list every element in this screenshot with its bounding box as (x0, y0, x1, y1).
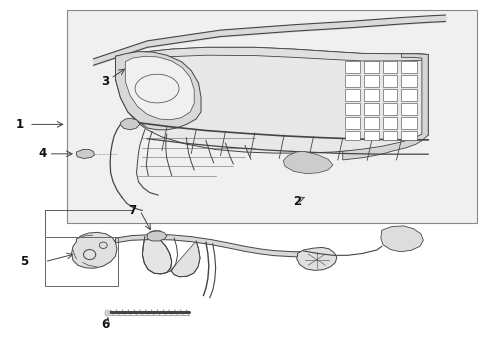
Polygon shape (116, 47, 428, 64)
Bar (383, 103, 397, 115)
Text: 6: 6 (101, 318, 110, 331)
Polygon shape (121, 118, 140, 130)
Text: 4: 4 (38, 147, 47, 160)
Bar (401, 75, 416, 87)
Polygon shape (116, 47, 428, 153)
Ellipse shape (105, 310, 110, 316)
Bar (344, 89, 360, 101)
Bar (344, 103, 360, 115)
Polygon shape (143, 237, 172, 274)
Text: 1: 1 (16, 118, 24, 131)
Bar (401, 103, 416, 115)
Polygon shape (171, 241, 200, 277)
Polygon shape (297, 247, 337, 270)
Bar (383, 89, 397, 101)
Bar (364, 103, 379, 115)
Bar (344, 60, 360, 73)
Polygon shape (125, 56, 194, 120)
Polygon shape (283, 151, 333, 174)
Bar (364, 75, 379, 87)
Text: 3: 3 (102, 75, 110, 88)
Polygon shape (147, 231, 167, 241)
Bar (383, 117, 397, 129)
Text: 2: 2 (293, 195, 301, 208)
Bar (364, 117, 379, 129)
Bar (401, 89, 416, 101)
Bar (45, 237, 118, 286)
Bar (383, 75, 397, 87)
Polygon shape (116, 51, 201, 130)
Text: 7: 7 (128, 204, 137, 217)
Bar (401, 60, 416, 73)
Bar (67, 10, 477, 223)
Bar (344, 131, 360, 140)
Bar (383, 131, 397, 140)
Bar (401, 131, 416, 140)
Bar (364, 60, 379, 73)
Bar (383, 60, 397, 73)
Bar (344, 75, 360, 87)
Bar (401, 117, 416, 129)
Text: 5: 5 (20, 255, 28, 268)
Bar (364, 89, 379, 101)
Polygon shape (72, 232, 117, 268)
Bar (344, 117, 360, 129)
Polygon shape (116, 234, 328, 257)
Polygon shape (343, 54, 428, 160)
Polygon shape (381, 226, 423, 252)
Polygon shape (76, 149, 95, 158)
Bar (364, 131, 379, 140)
